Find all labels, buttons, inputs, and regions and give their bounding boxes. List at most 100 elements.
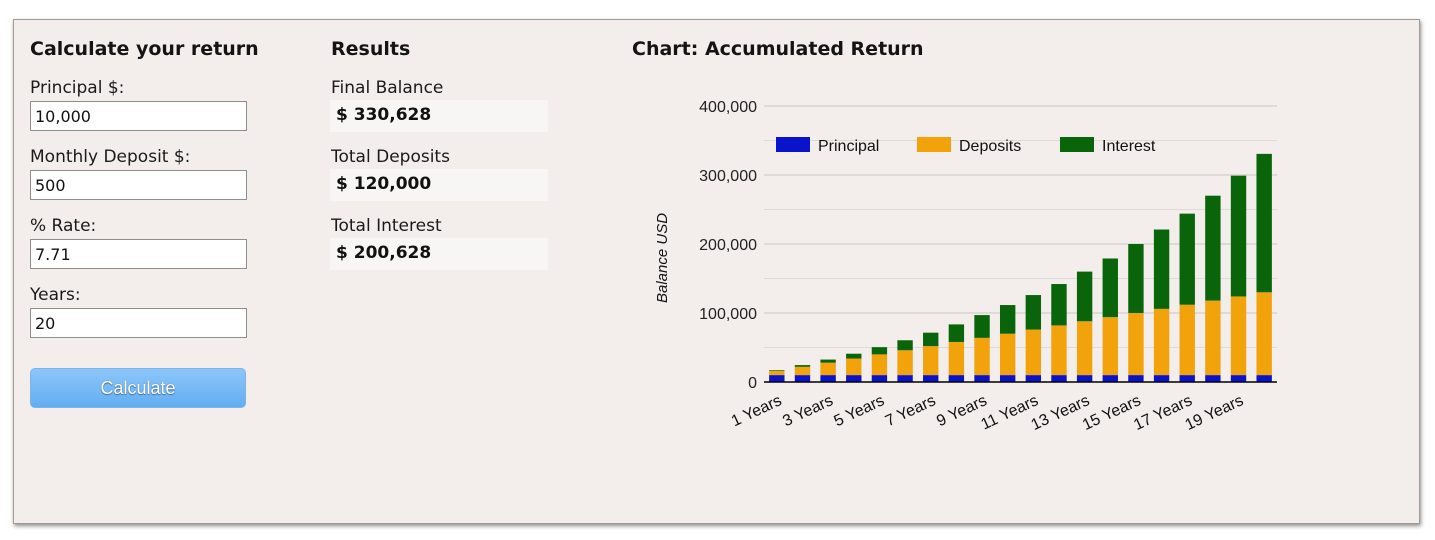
bar-principal [1102,375,1118,382]
bar-deposits [897,350,913,376]
bar-deposits [871,354,888,376]
bar-principal [948,375,965,382]
rate-input[interactable] [30,239,247,269]
bar-deposits [1179,304,1195,376]
bar-deposits [1205,300,1221,376]
calculate-button[interactable]: Calculate [30,368,246,408]
bar-principal [820,375,836,382]
bar-deposits [1256,292,1272,376]
bar-interest [1153,229,1170,309]
y-axis-ticks: 0 100,000 200,000 300,000 400,000 [699,99,757,392]
years-input[interactable] [30,308,247,338]
bar-interest [1128,244,1144,313]
legend-swatch-deposits [917,137,951,152]
total-deposits-value: $ 120,000 [330,169,548,201]
bar-principal [1128,375,1144,382]
bar-interest [1051,284,1067,326]
bar-interest [871,347,888,355]
bar-interest [1230,175,1247,297]
monthly-deposit-label: Monthly Deposit $: [30,147,191,167]
chart-legend: Principal Deposits Interest [776,137,1156,155]
legend-swatch-interest [1060,137,1094,152]
bar-principal [846,375,862,382]
bar-principal [897,375,913,382]
chart-grid [764,105,1277,348]
y-tick-label: 400,000 [699,99,757,116]
monthly-deposit-input[interactable] [30,170,247,200]
bar-interest [846,353,862,359]
calculator-panel: Calculate your return Principal $: Month… [13,19,1420,524]
y-tick-label: 0 [748,375,757,392]
bar-deposits [1076,321,1093,376]
bar-principal [794,375,811,382]
x-tick-label: 11 Years [978,392,1041,433]
bar-deposits [948,341,965,376]
y-tick-label: 200,000 [699,237,757,254]
bar-deposits [1025,329,1042,376]
total-deposits-label: Total Deposits [331,147,450,167]
bar-interest [948,324,965,342]
y-axis-label: Balance USD [654,213,671,303]
bar-interest [1179,213,1195,305]
bar-deposits [974,337,990,376]
bar-interest [974,315,990,338]
results-heading: Results [331,38,411,60]
bar-principal [1230,375,1247,382]
bar-interest [1256,153,1272,293]
bar-deposits [769,370,785,376]
y-tick-label: 300,000 [699,168,757,185]
bar-interest [1205,195,1221,301]
x-tick-label: 3 Years [780,392,836,430]
bar-deposits [1102,317,1118,376]
bar-deposits [923,346,939,376]
y-tick-label: 100,000 [699,306,757,323]
rate-label: % Rate: [30,216,97,236]
x-tick-label: 13 Years [1029,392,1093,434]
principal-input[interactable] [30,101,247,131]
chart-bars [769,153,1272,382]
bar-principal [1179,375,1195,382]
bar-interest [923,332,939,347]
legend-label-interest: Interest [1102,138,1156,155]
bar-principal [1025,375,1042,382]
total-interest-value: $ 200,628 [330,238,548,270]
bar-principal [999,375,1016,382]
bar-principal [1153,375,1170,382]
bar-principal [769,375,785,382]
legend-label-deposits: Deposits [959,138,1021,155]
bar-principal [1051,375,1067,382]
legend-swatch-principal [776,137,810,152]
bar-deposits [820,362,836,376]
bar-deposits [999,333,1016,376]
years-label: Years: [30,285,81,305]
x-tick-label: 1 Years [729,392,785,430]
bar-principal [871,375,888,382]
bar-principal [1076,375,1093,382]
bar-interest [1076,271,1093,322]
bar-principal [974,375,990,382]
final-balance-value: $ 330,628 [330,100,548,132]
bar-interest [820,359,836,363]
x-tick-label: 15 Years [1080,392,1144,434]
bar-deposits [1153,308,1170,376]
bar-interest [897,340,913,351]
bar-principal [1256,375,1272,382]
principal-label: Principal $: [30,78,125,98]
x-tick-label: 7 Years [883,392,939,430]
bar-deposits [794,366,811,376]
bar-interest [1102,258,1118,318]
chart-heading: Chart: Accumulated Return [632,38,924,60]
bar-principal [923,375,939,382]
bar-deposits [846,358,862,376]
legend-label-principal: Principal [818,138,879,155]
total-interest-label: Total Interest [331,216,442,236]
bar-deposits [1051,325,1067,376]
x-tick-label: 5 Years [832,392,888,430]
bar-interest [1025,295,1042,330]
x-tick-label: 17 Years [1131,392,1195,434]
bar-principal [1205,375,1221,382]
x-tick-label: 19 Years [1183,392,1247,434]
calculator-heading: Calculate your return [30,38,259,60]
